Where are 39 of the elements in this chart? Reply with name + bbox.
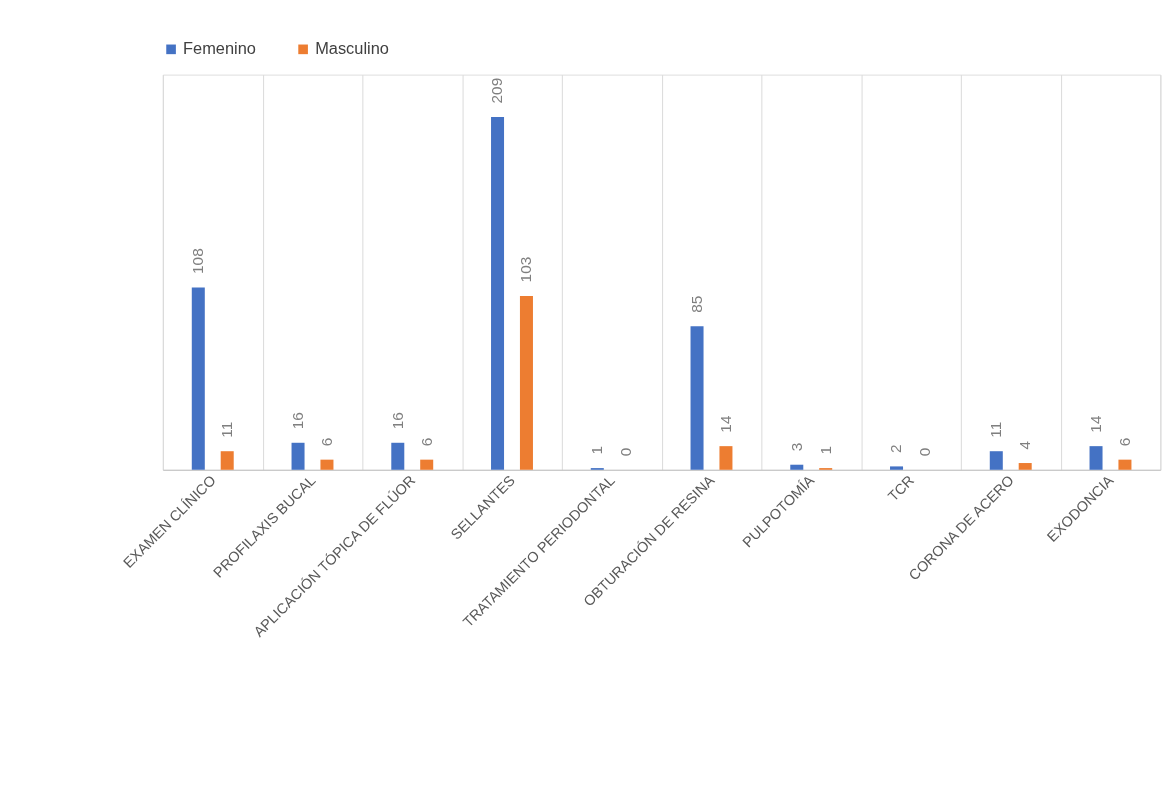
data-label: 0 [617,447,635,457]
bar [1018,463,1032,470]
data-label: 209 [488,77,506,104]
data-label: 0 [916,447,934,457]
data-label: 3 [787,442,805,452]
data-label: 85 [687,295,705,313]
data-label: 1 [588,446,606,455]
bar [391,442,405,470]
bar [1089,446,1103,470]
data-label: 108 [189,248,207,274]
bar [191,287,205,470]
data-label: 16 [288,412,306,430]
bar [690,326,704,470]
bar [291,442,305,470]
data-label: 6 [1115,437,1133,447]
data-label: 16 [388,412,406,430]
data-label: 4 [1016,440,1034,450]
bar [220,451,234,470]
bar [1118,459,1132,470]
data-label: 11 [987,421,1005,438]
data-label: 14 [716,415,734,433]
data-label: 103 [517,256,535,283]
bar [719,446,733,470]
bar [790,464,804,470]
x-tick-label: TCR [884,472,917,505]
data-label: 6 [317,437,335,447]
data-label: 11 [218,421,236,438]
bar [320,459,334,470]
data-label: 1 [816,446,834,455]
data-label: 6 [417,437,435,447]
legend-label: Masculino [315,39,389,58]
bar [420,459,434,470]
bar [519,295,533,470]
data-label: 14 [1086,415,1104,433]
legend-label: Femenino [183,39,256,58]
bar [491,116,505,470]
data-label: 2 [887,444,905,453]
bar [989,451,1003,470]
bar [890,466,904,470]
